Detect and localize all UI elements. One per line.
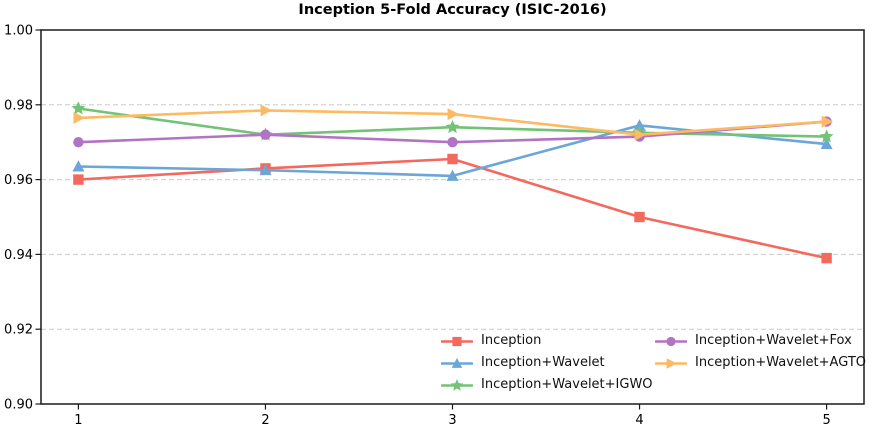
legend-marker	[666, 336, 676, 346]
series-marker-Inception+Wavelet+Fox-fold3	[447, 137, 458, 148]
x-tick-label-2: 2	[261, 413, 269, 428]
legend-label-inception-wavelet-agto: Inception+Wavelet+AGTO	[695, 355, 866, 370]
legend-marker	[666, 357, 677, 369]
series-line-Inception+Wavelet	[77, 124, 828, 178]
y-tick-label-0.98: 0.98	[4, 98, 33, 113]
legend-item-inception-wavelet-agto: Inception+Wavelet+AGTO	[655, 352, 866, 374]
series-marker-Inception+Wavelet+IGWO-fold1	[71, 101, 86, 115]
series-marker-Inception+Wavelet-fold4	[633, 119, 646, 131]
legend-item-inception-wavelet-igwo: Inception+Wavelet+IGWO	[441, 374, 655, 396]
series-marker-Inception-fold3	[447, 153, 458, 165]
legend-label-inception-wavelet-igwo: Inception+Wavelet+IGWO	[481, 377, 653, 392]
series-marker-Inception-fold1	[73, 174, 84, 185]
legend-label-inception-wavelet-fox: Inception+Wavelet+Fox	[695, 333, 852, 348]
y-tick-label-1.00: 1.00	[4, 24, 33, 39]
legend-marker	[451, 357, 463, 368]
series-marker-Inception+Wavelet-fold2	[259, 163, 272, 176]
series-marker-Inception+Wavelet-fold3	[446, 169, 459, 181]
series-marker-Inception+Wavelet+Fox-fold1	[73, 137, 84, 148]
series-marker-Inception+Wavelet+AGTO-fold3	[447, 108, 459, 121]
legend-column-2: Inception+Wavelet+Fox Inception+Wavelet+…	[655, 330, 866, 396]
legend-key-inception-square-icon	[441, 336, 473, 346]
legend: Inception Inception+Wavelet Inception+Wa…	[441, 330, 866, 396]
series-marker-Inception-fold5	[821, 252, 832, 264]
series-marker-Inception+Wavelet+AGTO-fold4	[634, 128, 646, 141]
series-marker-Inception+Wavelet+Fox-fold2	[260, 129, 271, 140]
series-marker-Inception+Wavelet+AGTO-fold5	[821, 115, 834, 128]
y-tick-label-0.90: 0.90	[4, 398, 33, 413]
legend-label-inception-wavelet: Inception+Wavelet	[481, 355, 605, 370]
series-marker-Inception+Wavelet+AGTO-fold1	[73, 111, 85, 124]
plot-border	[40, 29, 865, 405]
x-tick-label-1: 1	[74, 413, 82, 428]
legend-column-1: Inception Inception+Wavelet Inception+Wa…	[441, 330, 655, 396]
legend-key-igwo-star-icon	[441, 378, 473, 391]
chart-title: Inception 5-Fold Accuracy (ISIC-2016)	[298, 2, 607, 18]
y-tick-label-0.96: 0.96	[4, 173, 33, 188]
legend-key-agto-triangle-icon	[655, 357, 687, 369]
legend-item-inception-wavelet: Inception+Wavelet	[441, 352, 655, 374]
legend-item-inception-wavelet-fox: Inception+Wavelet+Fox	[655, 330, 866, 352]
series-marker-Inception+Wavelet+IGWO-fold5	[819, 129, 834, 143]
legend-key-wavelet-triangle-icon	[441, 357, 473, 368]
series-marker-Inception+Wavelet+IGWO-fold3	[445, 119, 460, 134]
y-tick-label-0.94: 0.94	[4, 248, 33, 263]
legend-label-inception: Inception	[481, 333, 542, 348]
legend-item-inception: Inception	[441, 330, 655, 352]
x-tick-label-5: 5	[822, 413, 830, 428]
y-tick-label-0.92: 0.92	[4, 323, 33, 338]
x-tick-label-4: 4	[635, 413, 643, 428]
legend-marker	[452, 336, 462, 346]
legend-key-fox-circle-icon	[655, 336, 687, 346]
series-marker-Inception+Wavelet-fold1	[72, 160, 85, 172]
series-marker-Inception-fold4	[634, 211, 645, 223]
legend-marker	[450, 378, 464, 391]
series-marker-Inception+Wavelet-fold5	[820, 137, 833, 150]
series-marker-Inception+Wavelet+AGTO-fold2	[260, 104, 272, 117]
x-tick-label-3: 3	[448, 413, 456, 428]
